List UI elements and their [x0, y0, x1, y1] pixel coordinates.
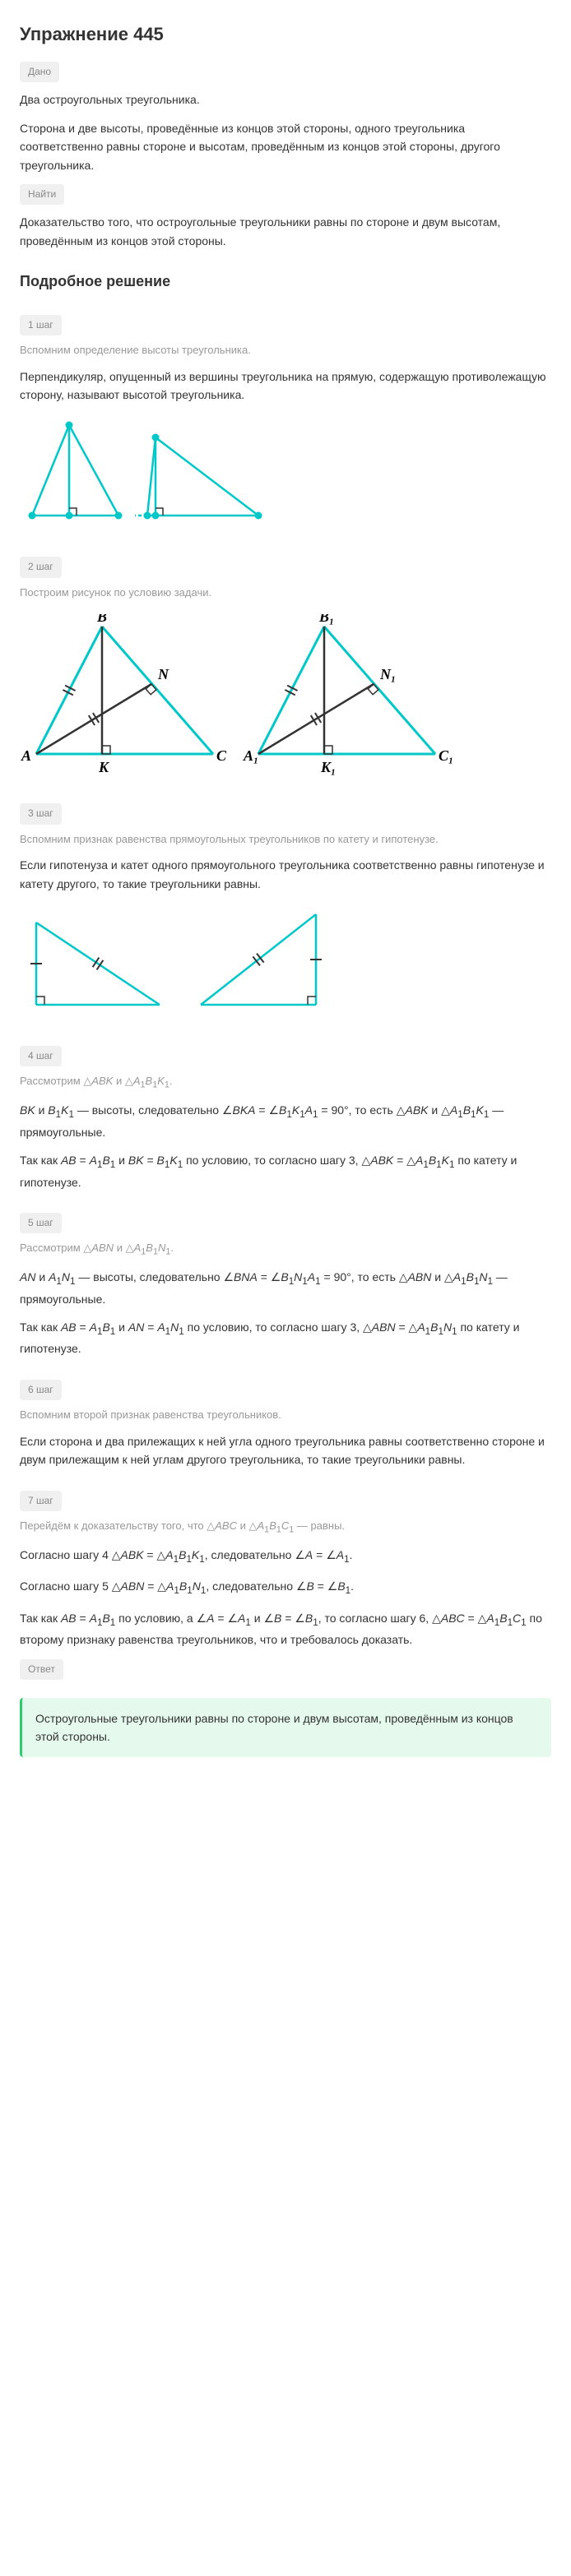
- step-4-hint: Рассмотрим △ABK и △A1B1K1.: [20, 1073, 551, 1093]
- given-text-2: Сторона и две высоты, проведённые из кон…: [20, 119, 551, 174]
- svg-text:A: A: [21, 747, 31, 764]
- find-tag: Найти: [20, 184, 64, 205]
- given-tag: Дано: [20, 62, 59, 82]
- solution-title: Подробное решение: [20, 270, 551, 294]
- svg-text:K: K: [98, 759, 110, 775]
- answer-text: Остроугольные треугольники равны по стор…: [35, 1712, 513, 1743]
- step-6-hint: Вспомним второй признак равенства треуго…: [20, 1407, 551, 1424]
- step-7-line1: Согласно шагу 4 △ABK = △A1B1K1, следоват…: [20, 1546, 551, 1567]
- step-2-tag: 2 шаг: [20, 557, 62, 577]
- step-7-tag: 7 шаг: [20, 1491, 62, 1511]
- diagram-heights: [20, 417, 551, 532]
- svg-text:C₁: C₁: [439, 747, 453, 764]
- svg-text:B₁: B₁: [318, 614, 334, 625]
- svg-text:K₁: K₁: [320, 759, 336, 775]
- step-5-hint: Рассмотрим △ABN и △A1B1N1.: [20, 1240, 551, 1260]
- svg-text:C: C: [216, 747, 227, 764]
- step-4-line2: Так как AB = A1B1 и BK = B1K1 по условию…: [20, 1151, 551, 1191]
- step-3-tag: 3 шаг: [20, 803, 62, 824]
- step-3-hint: Вспомним признак равенства прямоугольных…: [20, 831, 551, 849]
- page-title: Упражнение 445: [20, 20, 551, 49]
- answer-box: Остроугольные треугольники равны по стор…: [20, 1698, 551, 1758]
- step-6-tag: 6 шаг: [20, 1380, 62, 1400]
- step-5-line2: Так как AB = A1B1 и AN = A1N1 по условию…: [20, 1318, 551, 1358]
- step-1-tag: 1 шаг: [20, 315, 62, 335]
- step-2-hint: Построим рисунок по условию задачи.: [20, 585, 551, 602]
- step-4-line1: BK и B1K1 — высоты, следовательно ∠BKA =…: [20, 1101, 551, 1141]
- step-5-tag: 5 шаг: [20, 1213, 62, 1233]
- diagram-main: A B C K N A₁ B₁ C₁ K₁ N₁: [20, 614, 551, 779]
- step-4-tag: 4 шаг: [20, 1046, 62, 1066]
- diagram-right-triangles: [20, 906, 551, 1021]
- step-3-body: Если гипотенуза и катет одного прямоугол…: [20, 856, 551, 893]
- step-7-hint: Перейдём к доказательству того, что △ABC…: [20, 1518, 551, 1538]
- step-1-hint: Вспомним определение высоты треугольника…: [20, 342, 551, 359]
- step-5-line1: AN и A1N1 — высоты, следовательно ∠BNA =…: [20, 1268, 551, 1308]
- find-text: Доказательство того, что остроугольные т…: [20, 213, 551, 250]
- step-7-line2: Согласно шагу 5 △ABN = △A1B1N1, следоват…: [20, 1577, 551, 1598]
- svg-text:N: N: [157, 666, 169, 682]
- svg-text:A₁: A₁: [243, 747, 258, 764]
- given-text-1: Два остроугольных треугольника.: [20, 90, 551, 109]
- step-1-body: Перпендикуляр, опущенный из вершины треу…: [20, 368, 551, 405]
- step-6-body: Если сторона и два прилежащих к ней угла…: [20, 1432, 551, 1469]
- answer-tag: Ответ: [20, 1659, 63, 1680]
- svg-text:N₁: N₁: [379, 666, 396, 682]
- svg-text:B: B: [96, 614, 107, 625]
- step-7-line3: Так как AB = A1B1 по условию, а ∠A = ∠A1…: [20, 1609, 551, 1649]
